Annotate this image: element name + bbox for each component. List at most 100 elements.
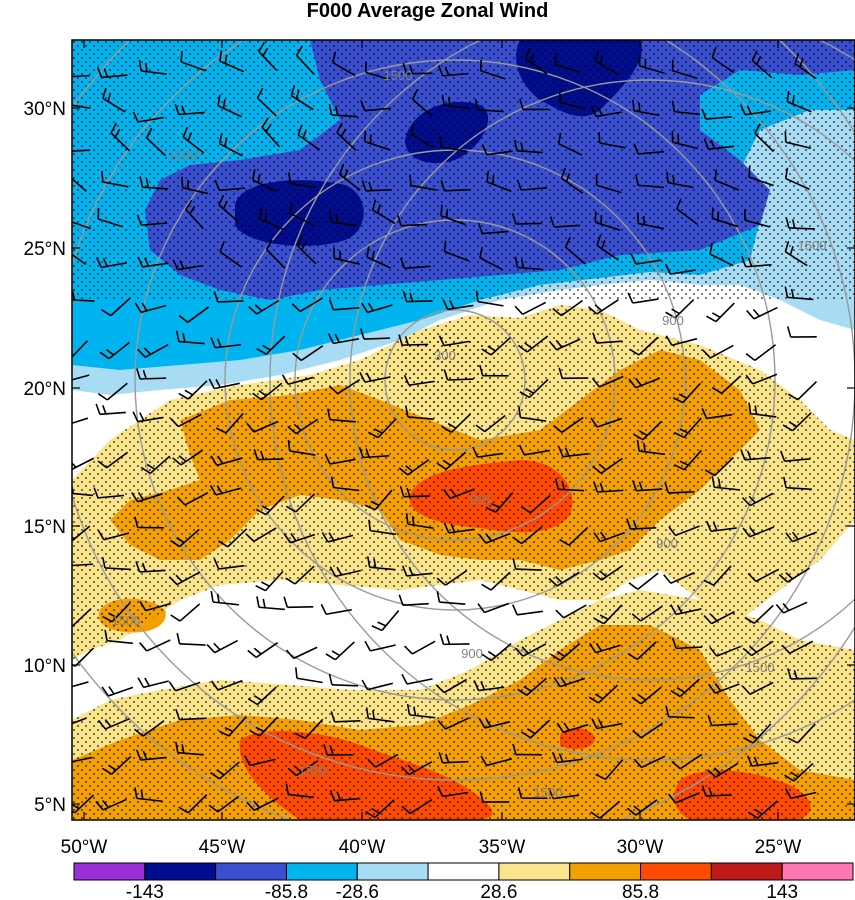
wind-barb <box>664 263 697 275</box>
wind-barb <box>632 722 664 739</box>
wind-barb <box>709 645 742 657</box>
wind-barb <box>481 571 511 591</box>
wind-barb <box>741 256 772 268</box>
wind-barb <box>323 744 354 756</box>
wind-barb <box>518 444 551 456</box>
wind-barb <box>178 306 210 323</box>
range-ring-4 <box>72 40 855 781</box>
wind-barb <box>296 235 317 265</box>
wind-barb <box>178 794 208 814</box>
wind-barb <box>554 478 585 492</box>
wind-barb <box>479 246 504 271</box>
wind-barb <box>333 247 360 265</box>
wind-barb <box>178 380 208 400</box>
wind-barb <box>359 371 391 383</box>
wind-barb <box>589 642 621 654</box>
wind-barb <box>135 561 166 573</box>
wind-barb <box>595 174 622 194</box>
wind-barb <box>711 375 742 395</box>
wind-barb <box>779 450 811 462</box>
wind-barb <box>754 123 775 153</box>
range-ring-label: 1500 <box>384 68 413 83</box>
wind-barb <box>711 476 741 491</box>
wind-barb <box>134 302 167 314</box>
wind-barb <box>72 104 91 110</box>
wind-barb <box>327 408 356 423</box>
wind-barb <box>137 677 169 689</box>
colorbar-label: 28.6 <box>480 882 517 900</box>
wind-barb <box>72 291 95 302</box>
wind-barb <box>361 180 392 192</box>
range-ring-east-1 <box>269 40 855 761</box>
wind-barb <box>548 338 581 351</box>
wind-barb <box>131 491 163 503</box>
wind-barb <box>512 604 543 616</box>
wind-barb <box>208 795 240 813</box>
wind-barb <box>741 492 774 507</box>
wind-barb <box>511 213 542 225</box>
wind-barb <box>437 717 470 730</box>
wind-barb <box>405 513 434 530</box>
wind-barb <box>794 53 817 80</box>
wind-barb <box>635 174 664 189</box>
wind-barb <box>291 297 323 313</box>
wind-barb <box>265 239 286 269</box>
wind-barb <box>481 144 513 156</box>
wind-barb <box>132 411 164 423</box>
wind-barb <box>252 169 277 192</box>
wind-barb <box>785 531 817 543</box>
wind-barb <box>743 723 772 744</box>
wind-barb <box>328 673 358 687</box>
wind-barb <box>329 211 358 227</box>
wind-barb <box>786 90 812 113</box>
wind-barb <box>745 373 778 385</box>
wind-barb <box>549 216 581 228</box>
wind-barb <box>751 50 773 79</box>
wind-barb <box>748 800 778 819</box>
wind-barb <box>181 176 209 195</box>
wind-barb <box>72 417 89 424</box>
lon-tick-label: 25°W <box>755 837 802 858</box>
wind-barb <box>367 753 399 768</box>
wind-barb <box>330 476 360 492</box>
wind-barb <box>473 680 505 692</box>
wind-barb <box>294 718 324 740</box>
wind-barb <box>671 637 703 650</box>
wind-barb <box>99 341 130 360</box>
wind-barb <box>329 566 362 578</box>
colorbar-bin <box>498 862 571 881</box>
wind-barb <box>478 718 511 729</box>
wind-barb <box>95 257 128 269</box>
wind-barb <box>182 126 205 154</box>
colorbar-bin <box>569 862 642 881</box>
wind-barb <box>550 642 581 662</box>
wind-barb <box>101 686 134 697</box>
wind-barb <box>592 457 623 474</box>
wind-barb <box>741 681 774 695</box>
wind-barb <box>670 604 702 616</box>
wind-barb <box>786 668 817 680</box>
wind-barb <box>628 377 661 389</box>
wind-barb <box>632 99 660 117</box>
wind-barb <box>631 605 663 622</box>
wind-barb <box>744 209 771 228</box>
wind-barb <box>592 481 624 493</box>
wind-barb <box>363 130 390 151</box>
wind-barb <box>401 565 433 577</box>
wind-barb <box>110 122 131 152</box>
colorbar-bin <box>73 862 146 881</box>
colorbar-bin <box>356 862 429 881</box>
wind-barb <box>368 519 397 536</box>
wind-barb <box>671 59 698 80</box>
wind-barb <box>285 565 315 585</box>
wind-barb <box>701 408 733 420</box>
wind-barb <box>705 520 737 533</box>
wind-barb <box>436 591 466 606</box>
wind-barb <box>281 374 314 386</box>
wind-barb <box>587 299 619 315</box>
wind-barb <box>401 673 433 685</box>
wind-barb <box>436 451 467 470</box>
colorbar-label: -28.6 <box>336 882 379 900</box>
wind-barb <box>213 291 244 303</box>
wind-barb <box>747 568 780 583</box>
